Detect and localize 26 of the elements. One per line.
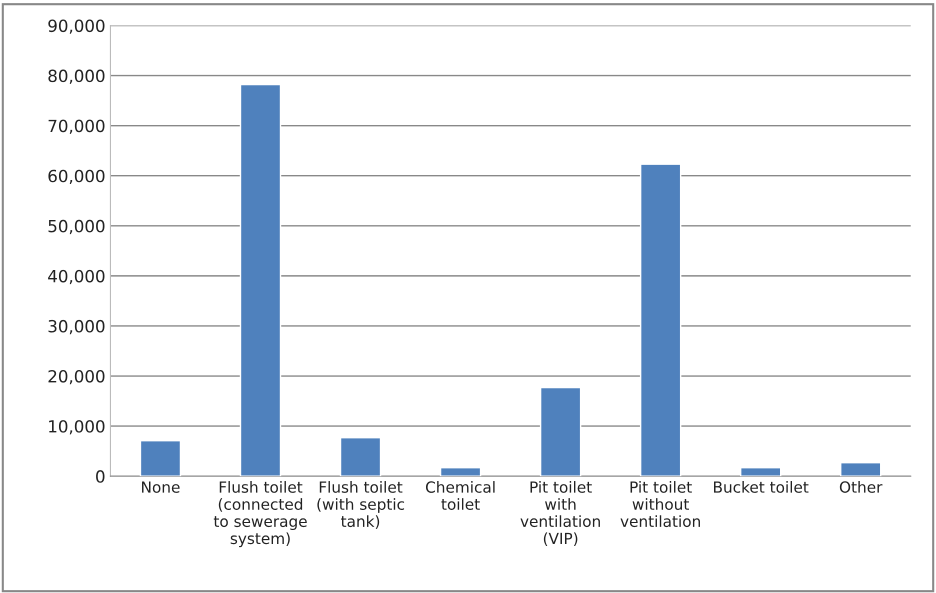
bar [740, 466, 782, 476]
y-tick-label: 60,000 [48, 170, 104, 184]
y-tick-label: 30,000 [48, 320, 104, 334]
y-tick-label: 20,000 [48, 370, 104, 384]
x-tick-label: Flush toilet (connected to sewerage system) [214, 481, 307, 548]
y-tick-label: 50,000 [48, 220, 104, 234]
x-tick-label: Pit toilet without ventilation [620, 481, 700, 528]
x-tick-label: Flush toilet (with septic tank) [317, 481, 404, 529]
y-tick-label: 40,000 [48, 270, 104, 284]
bar [440, 466, 482, 476]
bar [540, 386, 582, 476]
bar [340, 436, 382, 476]
x-tick-label: Other [840, 481, 882, 493]
x-tick-label: Bucket toilet [714, 481, 808, 493]
y-tick-label: 10,000 [49, 420, 104, 434]
y-tick-label: 70,000 [48, 120, 104, 134]
bar [640, 164, 682, 476]
bar [140, 440, 182, 476]
y-tick-label: 0 [96, 470, 104, 483]
x-tick-label: Pit toilet with ventilation (VIP) [520, 481, 600, 546]
x-tick-label: Chemical toilet [426, 481, 495, 510]
y-tick-label: 80,000 [48, 70, 104, 84]
x-tick-label: None [142, 482, 180, 493]
y-tick-label: 90,000 [48, 19, 104, 34]
bar [240, 84, 282, 476]
bar [840, 462, 882, 476]
